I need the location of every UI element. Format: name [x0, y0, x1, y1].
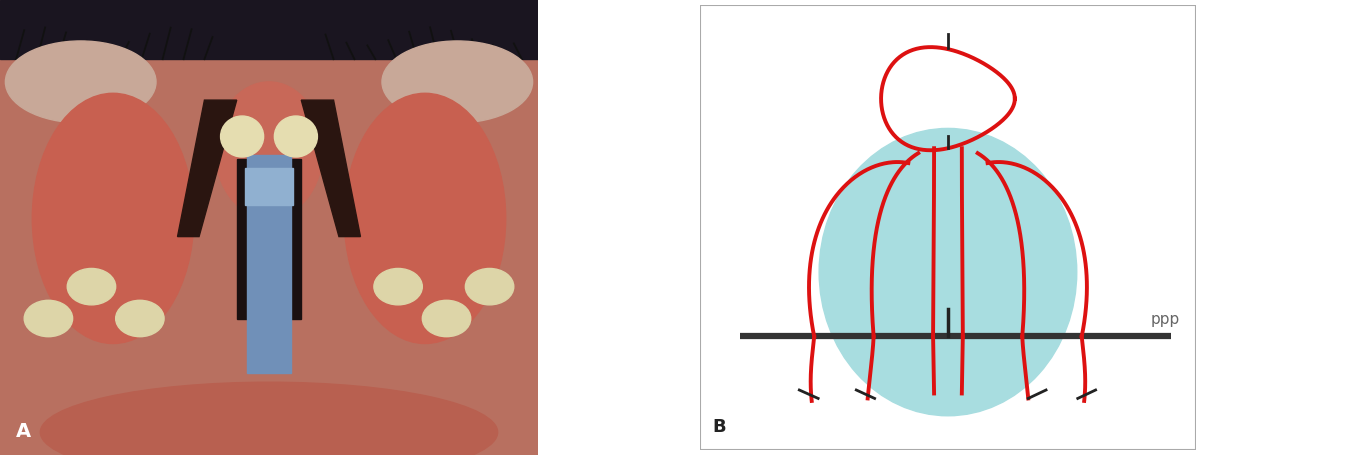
Ellipse shape — [345, 93, 505, 344]
Ellipse shape — [25, 300, 72, 337]
Ellipse shape — [215, 82, 323, 218]
Ellipse shape — [116, 300, 163, 337]
Text: ppp: ppp — [1151, 312, 1181, 327]
Ellipse shape — [466, 268, 513, 305]
Ellipse shape — [274, 116, 317, 157]
Ellipse shape — [33, 93, 193, 344]
Ellipse shape — [375, 268, 422, 305]
Polygon shape — [301, 100, 361, 237]
Ellipse shape — [381, 41, 533, 123]
Polygon shape — [177, 100, 237, 237]
Text: A: A — [16, 422, 31, 441]
Text: B: B — [712, 418, 726, 435]
Ellipse shape — [221, 116, 264, 157]
Ellipse shape — [41, 382, 497, 455]
Polygon shape — [237, 159, 301, 318]
Ellipse shape — [67, 268, 116, 305]
Ellipse shape — [5, 41, 157, 123]
Bar — [0, 0, 538, 59]
Bar — [245, 168, 293, 205]
Bar — [248, 155, 290, 373]
Ellipse shape — [422, 300, 471, 337]
Ellipse shape — [819, 128, 1077, 416]
